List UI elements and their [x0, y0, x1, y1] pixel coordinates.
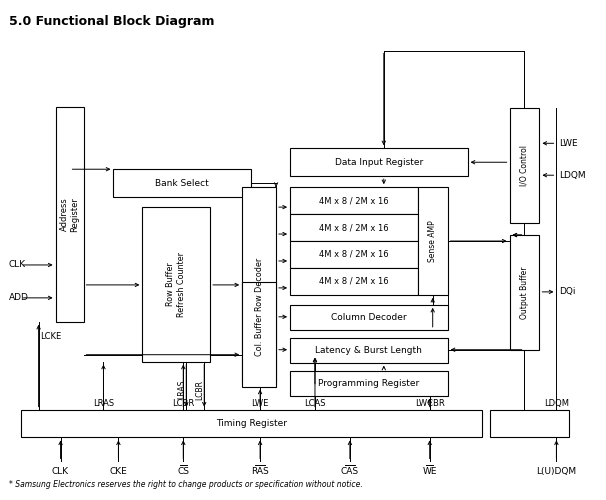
- Text: I/O Control: I/O Control: [520, 145, 529, 186]
- Text: RAS: RAS: [251, 468, 269, 476]
- Text: L(U)DQM: L(U)DQM: [536, 468, 576, 476]
- Text: CS: CS: [178, 468, 189, 476]
- Bar: [290, 187, 418, 214]
- Bar: [21, 410, 482, 438]
- Bar: [510, 235, 539, 350]
- Bar: [290, 241, 418, 268]
- Text: Data Input Register: Data Input Register: [335, 158, 423, 166]
- Bar: [290, 370, 448, 396]
- Text: * Samsung Electronics reserves the right to change products or specification wit: * Samsung Electronics reserves the right…: [8, 480, 362, 490]
- Bar: [242, 187, 276, 382]
- Text: Latency & Burst Length: Latency & Burst Length: [315, 346, 422, 354]
- Bar: [290, 305, 448, 330]
- Bar: [290, 148, 468, 176]
- Text: Row Buffer
Refresh Counter: Row Buffer Refresh Counter: [166, 252, 186, 317]
- Bar: [242, 282, 276, 387]
- Text: Col. Buffer: Col. Buffer: [255, 313, 264, 356]
- Text: Output Buffer: Output Buffer: [520, 266, 529, 318]
- Bar: [290, 338, 448, 362]
- Text: LWCBR: LWCBR: [415, 398, 445, 407]
- Text: CAS: CAS: [341, 468, 359, 476]
- Text: LWE: LWE: [559, 139, 578, 148]
- Text: LCBR: LCBR: [195, 380, 204, 400]
- Text: Bank Select: Bank Select: [155, 178, 209, 188]
- Text: LCBR: LCBR: [172, 398, 195, 407]
- Bar: [113, 169, 251, 197]
- Bar: [510, 108, 539, 223]
- Bar: [418, 187, 448, 295]
- Text: 4M x 8 / 2M x 16: 4M x 8 / 2M x 16: [319, 250, 388, 259]
- Bar: [56, 108, 84, 322]
- Text: 5.0 Functional Block Diagram: 5.0 Functional Block Diagram: [8, 14, 214, 28]
- Bar: [290, 214, 418, 241]
- Text: DQi: DQi: [559, 288, 576, 296]
- Text: Address
Register: Address Register: [59, 197, 79, 232]
- Text: WE: WE: [422, 468, 437, 476]
- Bar: [490, 410, 570, 438]
- Text: LRAS: LRAS: [93, 398, 114, 407]
- Bar: [142, 207, 210, 362]
- Text: 4M x 8 / 2M x 16: 4M x 8 / 2M x 16: [319, 196, 388, 205]
- Text: ADD: ADD: [8, 294, 28, 302]
- Bar: [290, 268, 418, 295]
- Text: LWE: LWE: [251, 398, 269, 407]
- Text: Programming Register: Programming Register: [318, 378, 419, 388]
- Text: 4M x 8 / 2M x 16: 4M x 8 / 2M x 16: [319, 223, 388, 232]
- Text: LCKE: LCKE: [41, 332, 62, 341]
- Text: 4M x 8 / 2M x 16: 4M x 8 / 2M x 16: [319, 277, 388, 286]
- Text: LCAS: LCAS: [304, 398, 325, 407]
- Text: LDQM: LDQM: [544, 398, 569, 407]
- Text: Row Decoder: Row Decoder: [255, 258, 264, 311]
- Text: CLK: CLK: [8, 260, 26, 270]
- Text: Column Decoder: Column Decoder: [331, 313, 407, 322]
- Text: CLK: CLK: [52, 468, 69, 476]
- Text: Sense AMP: Sense AMP: [428, 220, 437, 262]
- Text: LDQM: LDQM: [559, 170, 586, 179]
- Text: LRAS: LRAS: [178, 380, 186, 400]
- Text: Timing Register: Timing Register: [216, 419, 287, 428]
- Text: CKE: CKE: [110, 468, 127, 476]
